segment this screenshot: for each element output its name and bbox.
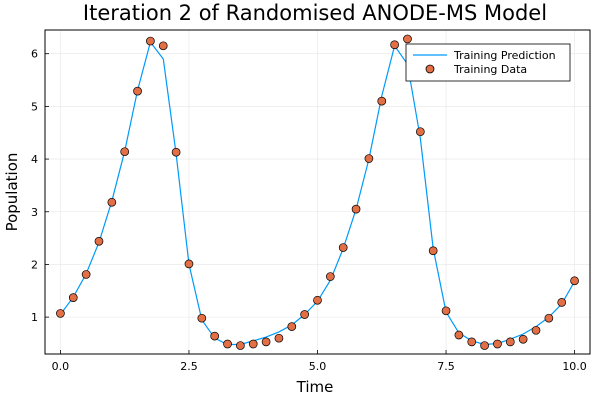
data-point — [248, 339, 258, 349]
data-point — [171, 147, 181, 157]
x-axis-label: Time — [296, 378, 334, 396]
data-point — [390, 40, 399, 50]
data-point — [441, 306, 451, 316]
data-point — [480, 341, 489, 350]
axis-ticks: 0.0 2.5 5.0 7.5 10.0 1 2 3 4 5 6 — [31, 48, 587, 373]
y-tick-label: 5 — [31, 100, 38, 113]
data-point — [570, 276, 579, 286]
data-point — [505, 337, 515, 347]
y-tick-label: 2 — [31, 258, 38, 271]
data-point — [223, 339, 232, 349]
grid — [45, 30, 590, 354]
legend-box — [405, 43, 571, 82]
data-point — [326, 272, 335, 281]
legend-label-prediction: Training Prediction — [453, 49, 556, 62]
chart-title: Iteration 2 of Randomised ANODE-MS Model — [83, 1, 547, 25]
data-point — [107, 197, 117, 207]
data-point — [518, 334, 528, 344]
data-point — [81, 270, 91, 279]
data-point — [300, 310, 309, 319]
data-point — [313, 295, 322, 305]
y-axis-label: Population — [3, 153, 21, 232]
x-tick-label: 0.0 — [52, 360, 70, 373]
legend-label-data: Training Data — [453, 63, 527, 76]
y-tick-label: 6 — [31, 48, 38, 61]
data-point — [261, 337, 271, 347]
data-point — [236, 341, 245, 350]
data-point — [493, 339, 502, 349]
x-tick-label: 5.0 — [309, 360, 327, 373]
y-tick-label: 3 — [31, 206, 38, 219]
data-point — [415, 127, 425, 137]
data-point — [133, 86, 142, 96]
data-point — [364, 154, 374, 163]
legend: Training Prediction Training Data — [405, 43, 571, 82]
data-point — [56, 309, 65, 318]
legend-scatter-marker — [425, 64, 435, 74]
y-tick-label: 1 — [31, 311, 38, 324]
data-point — [287, 322, 297, 331]
data-point — [184, 259, 194, 269]
data-point — [94, 236, 104, 246]
data-point — [338, 243, 348, 252]
data-point — [557, 298, 567, 307]
x-tick-label: 10.0 — [562, 360, 587, 373]
y-tick-label: 4 — [31, 153, 38, 166]
data-point — [544, 313, 554, 323]
data-point — [197, 313, 207, 323]
data-point — [274, 333, 284, 343]
x-tick-label: 7.5 — [437, 360, 455, 373]
data-point — [403, 34, 412, 44]
data-point — [531, 325, 541, 335]
data-point — [158, 41, 168, 51]
x-tick-label: 2.5 — [180, 360, 198, 373]
series — [56, 34, 579, 350]
data-point — [351, 204, 361, 214]
data-point — [120, 147, 130, 157]
data-point — [210, 331, 220, 341]
data-point — [377, 96, 387, 106]
data-point — [454, 330, 464, 340]
data-point — [428, 246, 438, 256]
data-point — [467, 337, 477, 347]
data-point — [68, 293, 78, 302]
data-point — [146, 36, 155, 46]
